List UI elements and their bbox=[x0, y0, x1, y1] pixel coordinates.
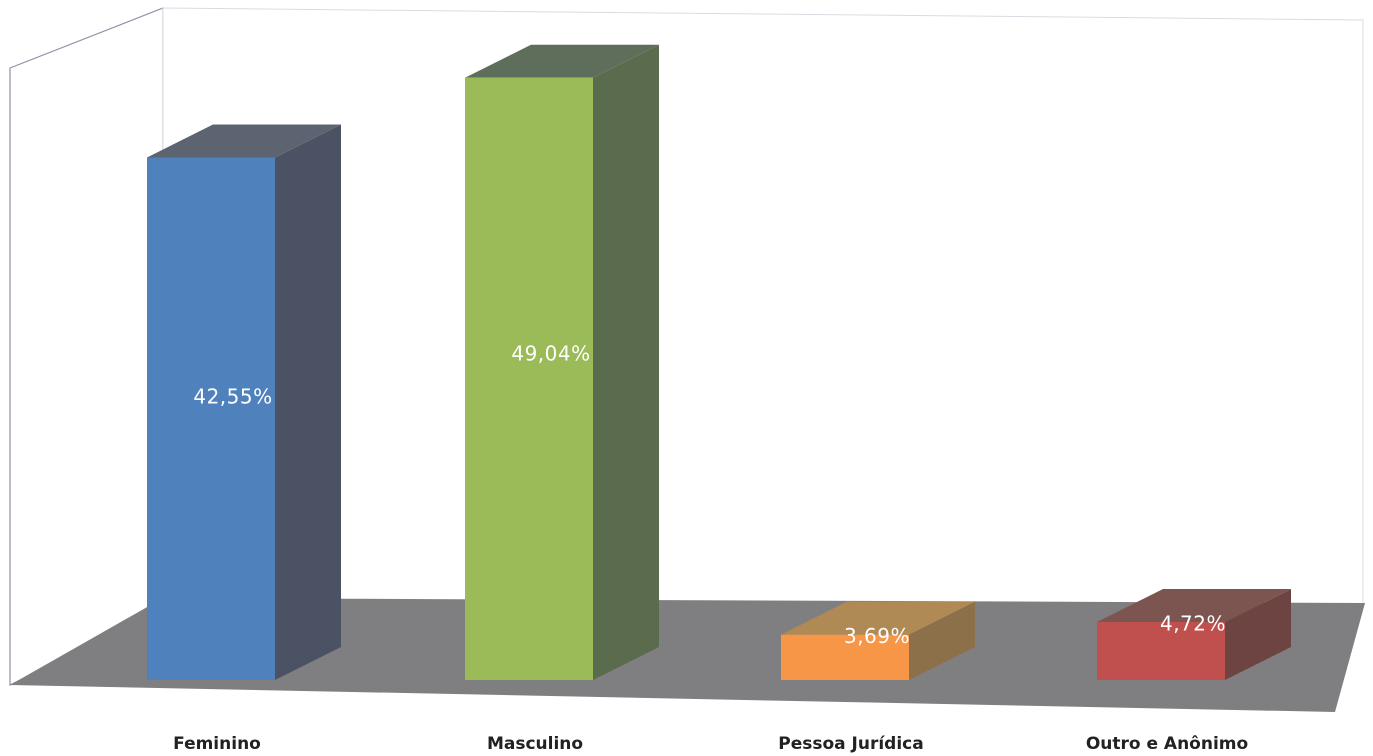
floor bbox=[10, 598, 1365, 712]
value-label-3: 3,69% bbox=[844, 624, 910, 648]
bar-front-1 bbox=[147, 157, 275, 681]
bar-3 bbox=[781, 601, 975, 680]
category-label-3: Pessoa Jurídica bbox=[778, 734, 923, 754]
bar-front-2 bbox=[465, 77, 593, 680]
left-wall bbox=[9, 7, 164, 686]
bar-front-3 bbox=[781, 634, 909, 680]
category-label-2: Masculino bbox=[487, 734, 583, 754]
bars-group bbox=[147, 44, 1291, 681]
category-label-1: Feminino bbox=[173, 734, 261, 754]
bar-1 bbox=[147, 124, 341, 681]
value-label-4: 4,72% bbox=[1160, 612, 1226, 636]
bar-top-4 bbox=[1097, 589, 1291, 623]
bar-side-1 bbox=[275, 124, 341, 680]
value-label-2: 49,04% bbox=[511, 341, 590, 365]
value-label-1: 42,55% bbox=[193, 384, 272, 408]
bar-top-1 bbox=[147, 124, 341, 158]
bar-4 bbox=[1097, 589, 1291, 680]
back-wall bbox=[162, 7, 1364, 611]
bar-top-2 bbox=[465, 44, 659, 78]
bar-top-3 bbox=[781, 601, 975, 635]
value-labels-group: 42,55% 49,04% 3,69% 4,72% bbox=[193, 341, 1226, 648]
bar-side-3 bbox=[909, 601, 975, 680]
bar-side-4 bbox=[1225, 589, 1291, 680]
bar-2 bbox=[465, 44, 659, 680]
category-label-4: Outro e Anônimo bbox=[1086, 734, 1248, 754]
bar-front-4 bbox=[1097, 622, 1225, 680]
category-labels-group: Feminino Masculino Pessoa Jurídica Outro e … bbox=[173, 734, 1248, 754]
bar-side-2 bbox=[593, 44, 659, 680]
